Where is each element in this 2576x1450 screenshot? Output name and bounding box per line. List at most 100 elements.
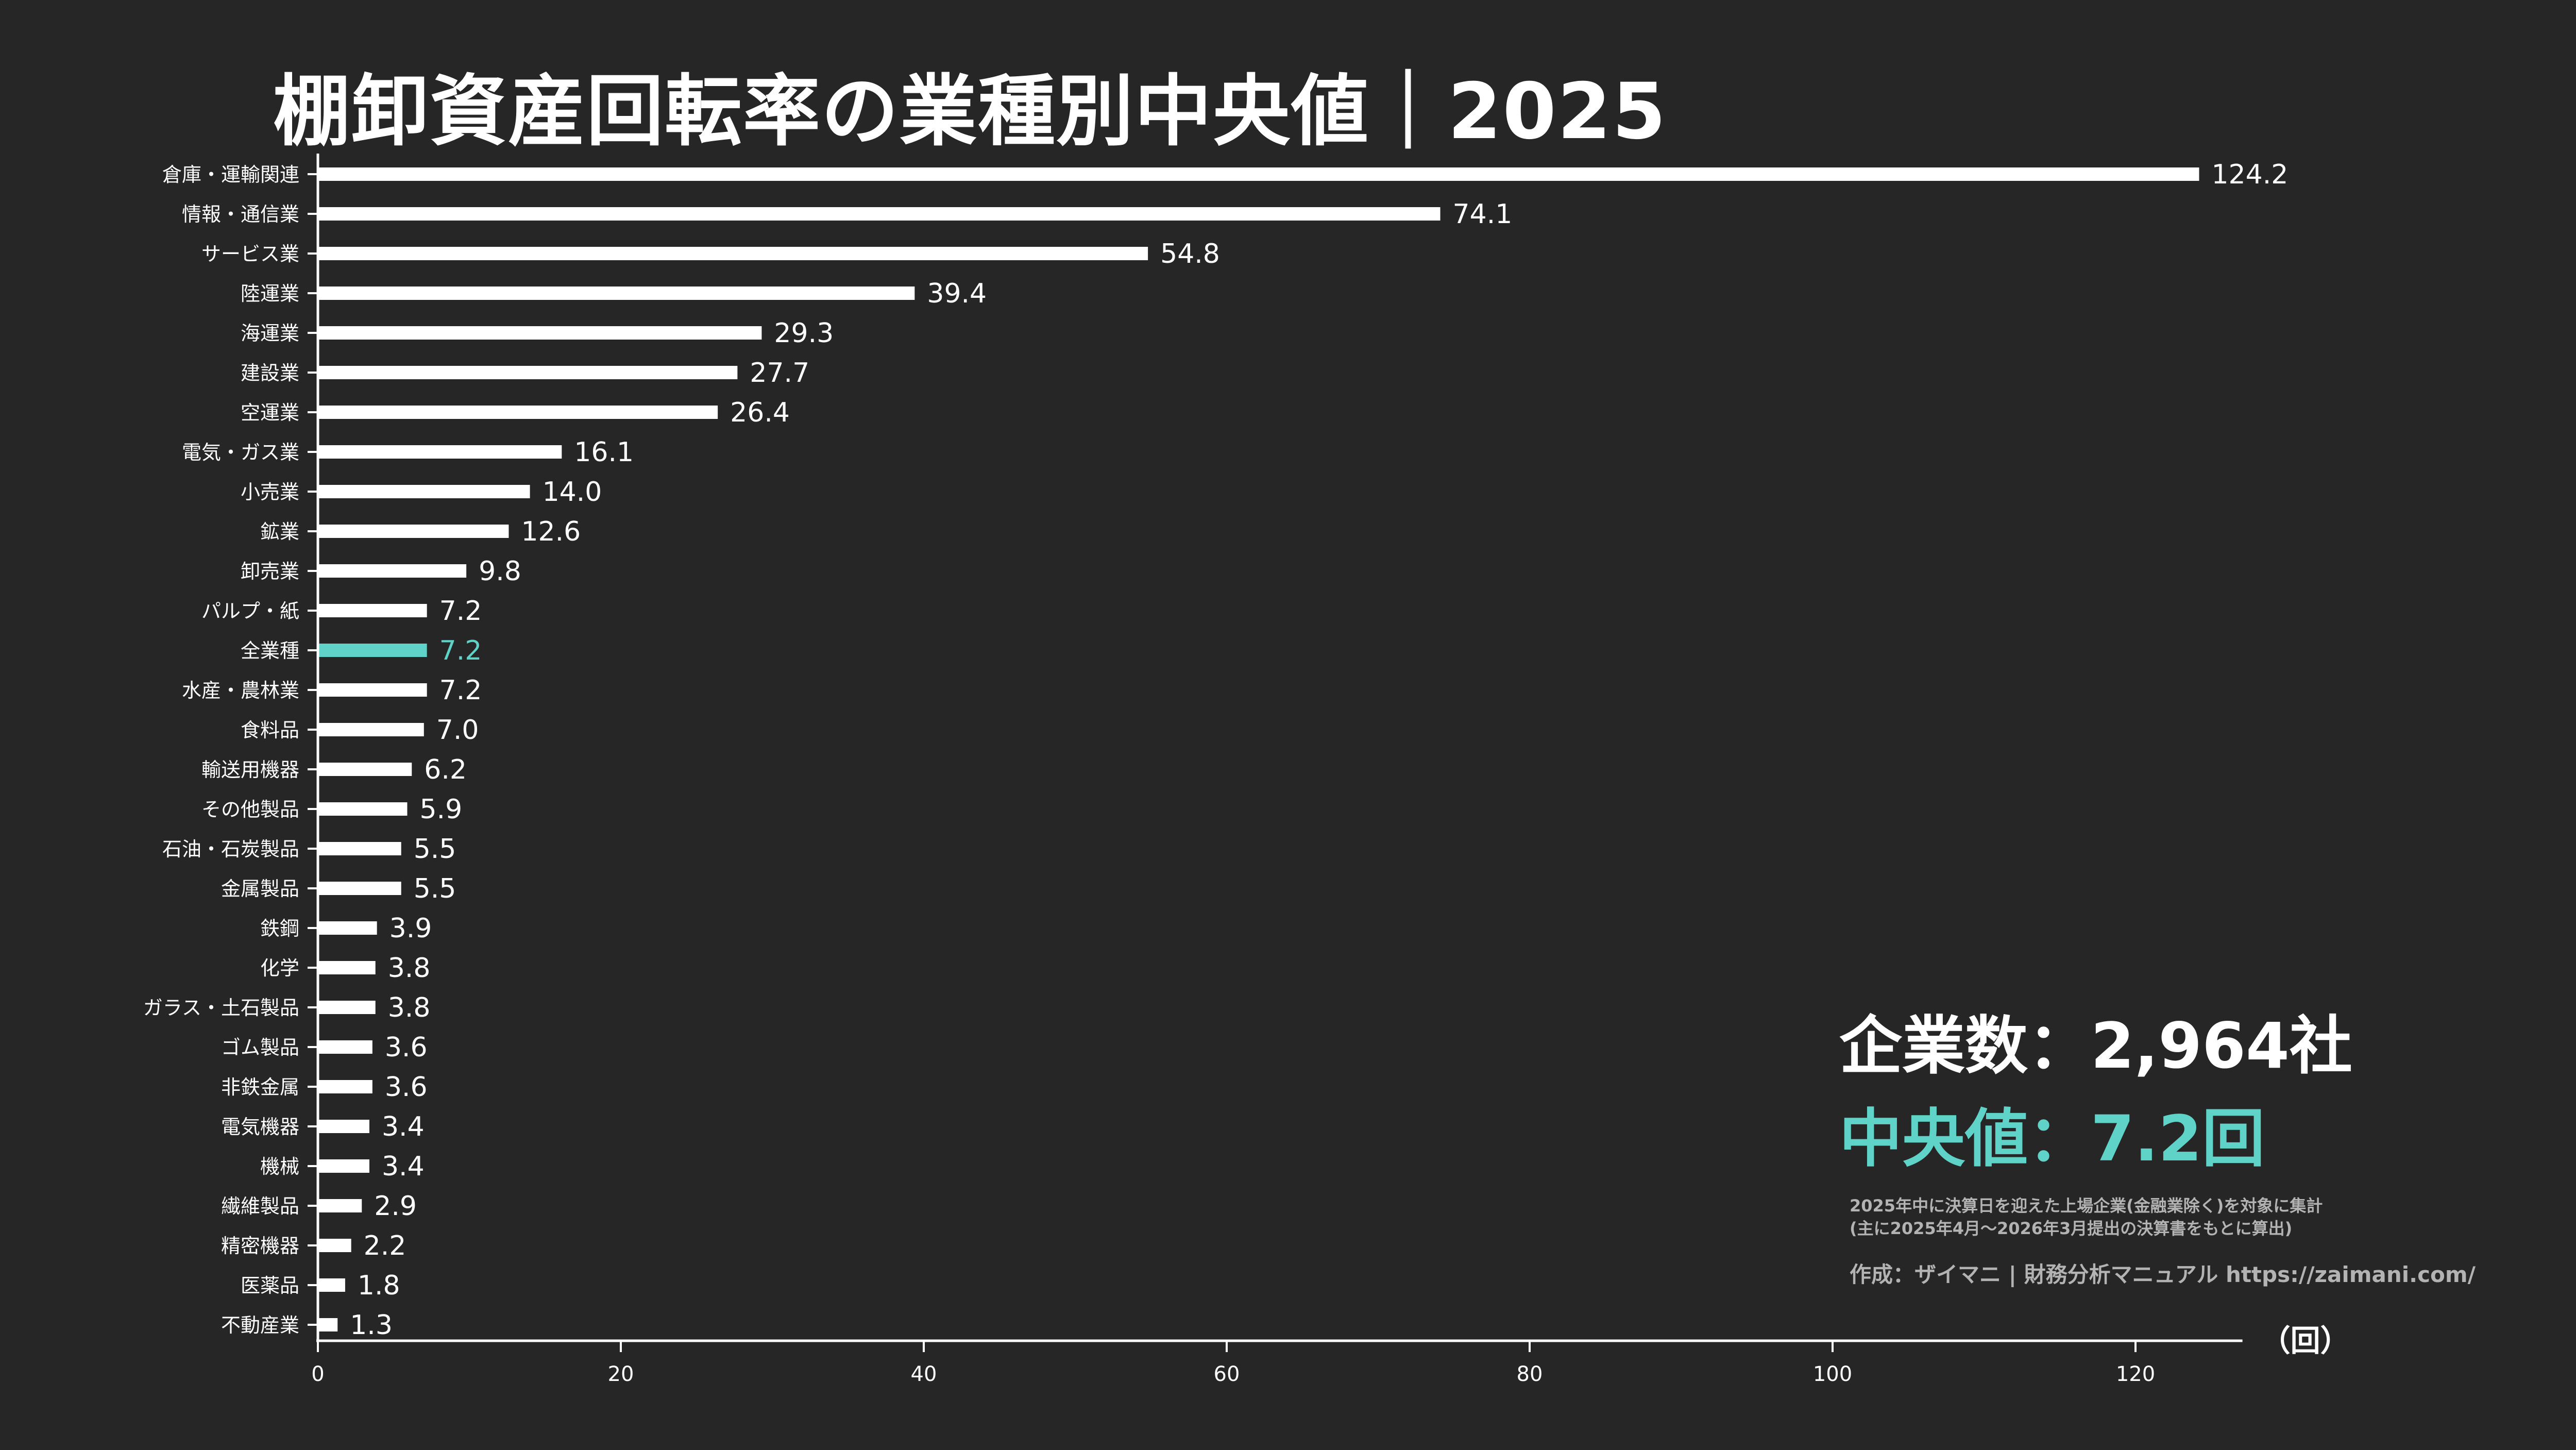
bar xyxy=(318,366,738,379)
value-label: 2.9 xyxy=(374,1191,417,1222)
value-label: 1.3 xyxy=(350,1310,393,1341)
footnote-line-2: (主に2025年4月〜2026年3月提出の決算書をもとに算出) xyxy=(1850,1219,2293,1238)
bar xyxy=(318,882,401,895)
value-label: 5.5 xyxy=(414,873,456,904)
x-tick-label: 80 xyxy=(1517,1362,1543,1386)
value-label: 6.2 xyxy=(424,754,467,785)
value-label: 5.5 xyxy=(414,834,456,865)
bar xyxy=(318,1199,362,1212)
category-label: 精密機器 xyxy=(221,1235,299,1257)
value-label: 1.8 xyxy=(358,1270,400,1301)
category-label: 繊維製品 xyxy=(221,1195,299,1218)
category-label: 鉄鋼 xyxy=(260,917,299,940)
bar xyxy=(318,604,427,617)
company-count: 企業数：2,964社 xyxy=(1839,1009,2352,1083)
axes-layer: 0 20 40 60 80 100 120 （回） xyxy=(308,154,2350,1386)
median-value: 中央値：7.2回 xyxy=(1839,1102,2265,1175)
bar xyxy=(318,961,376,974)
x-axis-unit-label: （回） xyxy=(2261,1323,2350,1358)
bar xyxy=(318,842,401,855)
category-label: サービス業 xyxy=(201,243,299,265)
value-label: 26.4 xyxy=(730,397,790,428)
value-label: 74.1 xyxy=(1453,199,1513,230)
category-label: ガラス・土石製品 xyxy=(143,997,299,1019)
bar xyxy=(318,683,427,697)
category-label: ゴム製品 xyxy=(221,1036,299,1059)
bar xyxy=(318,326,762,340)
category-label: 小売業 xyxy=(241,481,299,503)
summary-stats: 企業数：2,964社 中央値：7.2回 xyxy=(1839,1000,2352,1185)
value-label: 3.4 xyxy=(382,1151,425,1182)
bars-layer: 倉庫・運輸関連 124.2 情報・通信業 74.1 サービス業 54.8 陸運業 39.4 海運… xyxy=(143,159,2289,1341)
bar xyxy=(318,1001,376,1014)
bar xyxy=(318,525,509,538)
bar xyxy=(318,763,412,776)
category-label: パルプ・紙 xyxy=(201,600,299,622)
bar xyxy=(318,1040,372,1054)
x-tick-label: 100 xyxy=(1813,1362,1852,1386)
value-label: 39.4 xyxy=(927,278,987,309)
value-label: 16.1 xyxy=(574,437,634,468)
value-label: 3.4 xyxy=(382,1111,425,1142)
bar xyxy=(318,921,377,935)
x-tick-label: 20 xyxy=(608,1362,634,1386)
category-label: 卸売業 xyxy=(241,560,299,583)
category-label: 医薬品 xyxy=(241,1274,299,1297)
category-label: 化学 xyxy=(260,957,299,980)
value-label: 12.6 xyxy=(521,516,581,547)
bar xyxy=(318,802,408,816)
bar xyxy=(318,286,915,300)
category-label: 非鉄金属 xyxy=(221,1076,299,1099)
footnote: 2025年中に決算日を迎えた上場企業(金融業除く)を対象に集計 (主に2025年… xyxy=(1850,1194,2323,1240)
bar xyxy=(318,1120,369,1133)
category-label: 空運業 xyxy=(241,401,299,424)
value-label: 7.0 xyxy=(436,715,479,746)
category-label: その他製品 xyxy=(201,798,299,821)
category-label: 不動産業 xyxy=(221,1314,299,1337)
x-tick-label: 40 xyxy=(911,1362,937,1386)
bar xyxy=(318,406,718,419)
value-label: 27.7 xyxy=(750,358,809,389)
bar xyxy=(318,207,1440,221)
category-label: 倉庫・運輸関連 xyxy=(162,163,299,186)
bar xyxy=(318,564,467,578)
bar xyxy=(318,1278,345,1292)
category-label: 電気機器 xyxy=(221,1116,299,1138)
bar xyxy=(318,1159,369,1173)
x-tick-label: 60 xyxy=(1214,1362,1240,1386)
bar xyxy=(318,1239,351,1252)
value-label: 124.2 xyxy=(2211,159,2288,190)
category-label: 水産・農林業 xyxy=(182,679,299,702)
category-label: 全業種 xyxy=(241,639,299,662)
chart-title: 棚卸資産回転率の業種別中央値｜2025 xyxy=(273,67,1667,157)
value-label: 3.8 xyxy=(388,953,431,984)
category-label: 建設業 xyxy=(241,362,299,384)
footnote-line-1: 2025年中に決算日を迎えた上場企業(金融業除く)を対象に集計 xyxy=(1850,1196,2323,1216)
bar xyxy=(318,1318,338,1331)
category-label: 情報・通信業 xyxy=(182,203,299,226)
category-label: 金属製品 xyxy=(221,878,299,900)
value-label: 3.6 xyxy=(385,1032,428,1063)
bar xyxy=(318,1080,372,1093)
value-label: 3.9 xyxy=(389,913,432,944)
value-label: 5.9 xyxy=(419,794,462,825)
category-label: 電気・ガス業 xyxy=(182,441,299,464)
value-label: 14.0 xyxy=(543,477,602,508)
x-tick-label: 120 xyxy=(2116,1362,2155,1386)
bar-highlight xyxy=(318,644,427,657)
value-label: 54.8 xyxy=(1160,239,1220,269)
category-label: 石油・石炭製品 xyxy=(162,838,299,861)
bar xyxy=(318,445,562,459)
category-label: 鉱業 xyxy=(260,520,299,543)
bar xyxy=(318,247,1148,260)
value-label: 7.2 xyxy=(439,596,482,627)
value-label: 7.2 xyxy=(439,635,482,666)
category-label: 海運業 xyxy=(241,322,299,345)
bar xyxy=(318,723,424,736)
value-label: 3.8 xyxy=(388,992,431,1023)
bar xyxy=(318,485,530,498)
category-label: 食料品 xyxy=(241,719,299,741)
value-label: 29.3 xyxy=(774,318,834,349)
value-label: 2.2 xyxy=(364,1230,406,1261)
